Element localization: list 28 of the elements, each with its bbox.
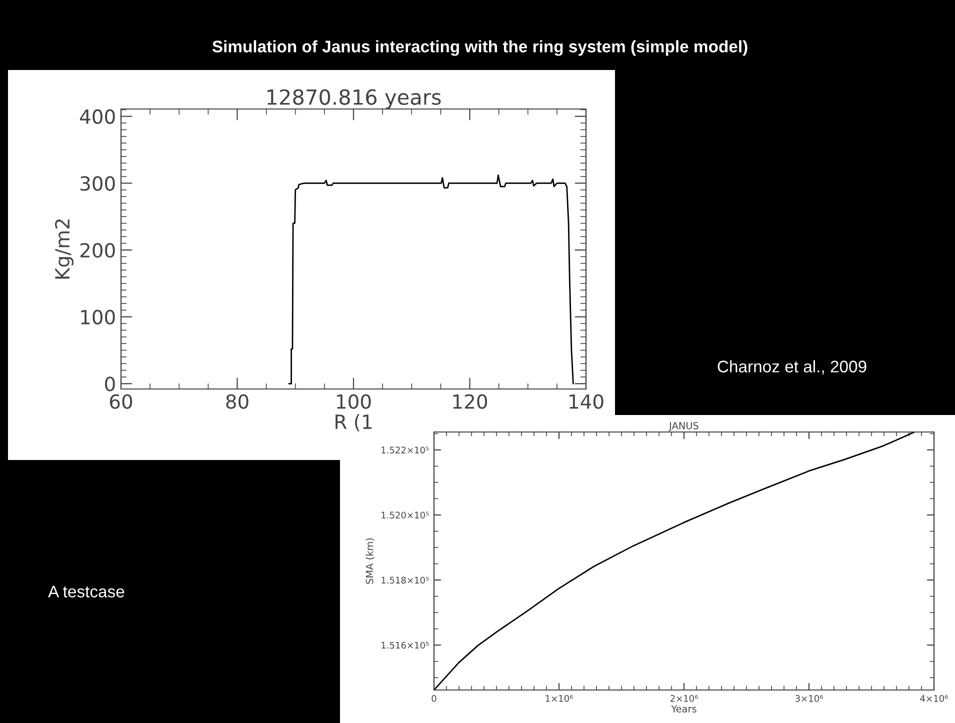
y-tick-label: 400 <box>80 109 115 124</box>
x-axis-title: R (1 <box>336 414 372 432</box>
chart-title: 12870.816 years <box>267 89 441 109</box>
x-tick-label: 3×10⁶ <box>795 695 823 702</box>
x-axis-title: Years <box>671 705 696 713</box>
x-tick-label: 4×10⁶ <box>920 695 948 702</box>
text: A testcase <box>48 586 124 598</box>
x-tick-label: 1×10⁶ <box>546 695 573 702</box>
y-axis-title: Kg/m2 <box>54 219 74 279</box>
y-tick-label: 100 <box>81 310 115 324</box>
x-tick-label: 80 <box>226 394 248 409</box>
x-tick-label: 100 <box>337 394 371 409</box>
y-tick-label: 0 <box>105 376 115 392</box>
y-tick-label: 1.520×10⁵ <box>382 512 429 519</box>
x-tick-label: 60 <box>110 394 132 409</box>
text: Simulation of Janus interacting with the ring system (simple model) <box>212 40 748 56</box>
y-axis-title: SMA (km) <box>366 538 374 584</box>
x-tick-label: 140 <box>570 394 604 409</box>
y-tick-label: 300 <box>80 176 115 191</box>
x-tick-label: 0 <box>432 695 436 702</box>
chart-title: JANUS <box>668 422 698 432</box>
x-tick-label: 120 <box>453 394 488 409</box>
y-tick-label: 1.518×10⁵ <box>382 576 429 584</box>
x-tick-label: 2×10⁶ <box>670 695 698 702</box>
y-tick-label: 1.522×10⁵ <box>382 446 429 454</box>
text: Charnoz et al., 2009 <box>718 360 866 374</box>
y-tick-label: 200 <box>80 242 115 258</box>
y-tick-label: 1.516×10⁵ <box>382 642 429 649</box>
